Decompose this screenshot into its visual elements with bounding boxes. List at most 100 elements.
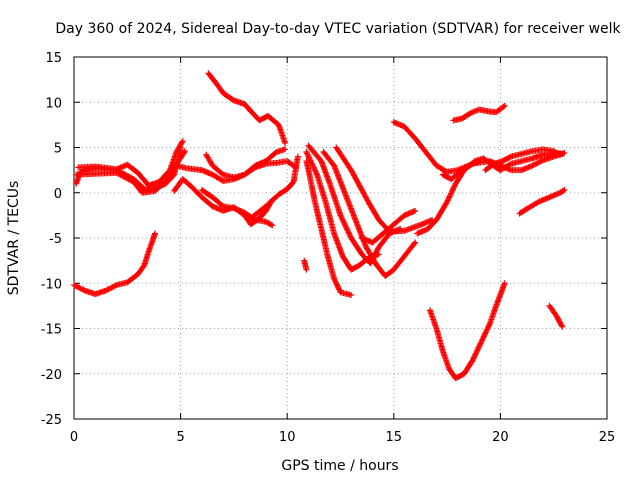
- data-point: [447, 191, 454, 198]
- data-point: [412, 207, 419, 214]
- data-point: [105, 286, 112, 293]
- data-point: [72, 282, 79, 289]
- data-point: [501, 280, 508, 287]
- data-point: [446, 194, 453, 201]
- series-arc-6: [171, 176, 276, 228]
- series-arc-24: [516, 187, 568, 217]
- data-point: [411, 240, 418, 247]
- chart-title: Day 360 of 2024, Sidereal Day-to-day VTE…: [55, 21, 621, 37]
- y-tick-label: 5: [54, 142, 62, 157]
- data-point: [468, 161, 475, 168]
- data-point: [529, 162, 536, 169]
- data-point: [336, 286, 343, 293]
- data-point: [110, 283, 117, 290]
- data-point: [477, 340, 484, 347]
- data-point: [113, 169, 120, 176]
- data-point: [126, 176, 133, 183]
- data-point: [181, 149, 188, 156]
- series-arc-7: [203, 151, 299, 181]
- series-arc-3: [75, 138, 186, 189]
- series-arc-17: [358, 207, 419, 246]
- data-point: [179, 138, 186, 145]
- data-point: [450, 186, 457, 193]
- data-point: [476, 343, 483, 350]
- data-point: [534, 199, 541, 206]
- data-point: [500, 103, 507, 110]
- data-point: [471, 352, 478, 359]
- data-point: [476, 341, 483, 348]
- data-point: [506, 154, 513, 161]
- data-point: [412, 239, 419, 246]
- data-point: [74, 284, 81, 291]
- x-tick-label: 20: [492, 430, 509, 445]
- y-tick-label: 15: [45, 51, 62, 66]
- series-arc-13: [303, 149, 382, 273]
- data-point: [178, 139, 185, 146]
- data-point: [470, 354, 477, 361]
- data-point: [485, 323, 492, 330]
- series-arc-12: [303, 158, 355, 299]
- data-point: [116, 171, 123, 178]
- series-arc-8: [205, 70, 289, 146]
- data-point: [536, 159, 543, 166]
- data-point: [450, 184, 457, 191]
- data-point: [331, 277, 338, 284]
- y-tick-label: -20: [41, 368, 62, 383]
- y-axis-label: SDTVAR / TECUs: [6, 181, 22, 296]
- data-point: [282, 139, 289, 146]
- data-point: [118, 172, 125, 179]
- y-tick-label: -5: [49, 232, 62, 247]
- series-arc-10: [247, 153, 301, 222]
- data-point: [474, 346, 481, 353]
- series-arc-23: [482, 146, 564, 174]
- data-point: [489, 161, 496, 168]
- x-tick-label: 5: [176, 430, 184, 445]
- data-point: [446, 193, 453, 200]
- data-point: [444, 198, 451, 205]
- data-point: [108, 284, 115, 291]
- data-point: [482, 329, 489, 336]
- data-point: [121, 174, 128, 181]
- data-point: [533, 160, 540, 167]
- data-point: [482, 330, 489, 337]
- data-point: [472, 350, 479, 357]
- data-point: [152, 230, 159, 237]
- data-point: [140, 263, 147, 270]
- data-point: [78, 286, 85, 293]
- data-point: [332, 278, 339, 285]
- data-point: [128, 177, 135, 184]
- data-series: [71, 70, 568, 382]
- y-tick-label: 0: [54, 187, 62, 202]
- data-point: [294, 153, 301, 160]
- data-point: [331, 275, 338, 282]
- data-point: [267, 221, 274, 228]
- series-arc-4: [73, 148, 188, 196]
- data-point: [558, 322, 565, 329]
- data-point: [445, 196, 452, 203]
- y-tick-label: 10: [45, 96, 62, 111]
- data-point: [109, 284, 116, 291]
- series-arc-20: [439, 149, 568, 183]
- y-tick-labels: -25 -20 -15 -10 -5 0 5 10 15: [41, 51, 62, 428]
- series-arc-15: [320, 149, 419, 280]
- series-arc-16: [333, 144, 436, 235]
- data-point: [479, 336, 486, 343]
- series-arc-1: [71, 230, 159, 298]
- axis-ticks: [73, 56, 608, 420]
- x-tick-label: 25: [599, 430, 616, 445]
- data-point: [348, 292, 355, 299]
- data-point: [470, 355, 477, 362]
- series-arc-9: [198, 187, 276, 229]
- data-point: [469, 357, 476, 364]
- series-arc-14: [305, 142, 404, 267]
- data-point: [532, 161, 539, 168]
- data-point: [480, 333, 487, 340]
- data-point: [124, 175, 131, 182]
- data-point: [303, 266, 310, 273]
- data-point: [451, 183, 458, 190]
- data-point: [117, 171, 124, 178]
- y-tick-label: -15: [41, 323, 62, 338]
- data-point: [333, 279, 340, 286]
- x-tick-label: 0: [70, 430, 78, 445]
